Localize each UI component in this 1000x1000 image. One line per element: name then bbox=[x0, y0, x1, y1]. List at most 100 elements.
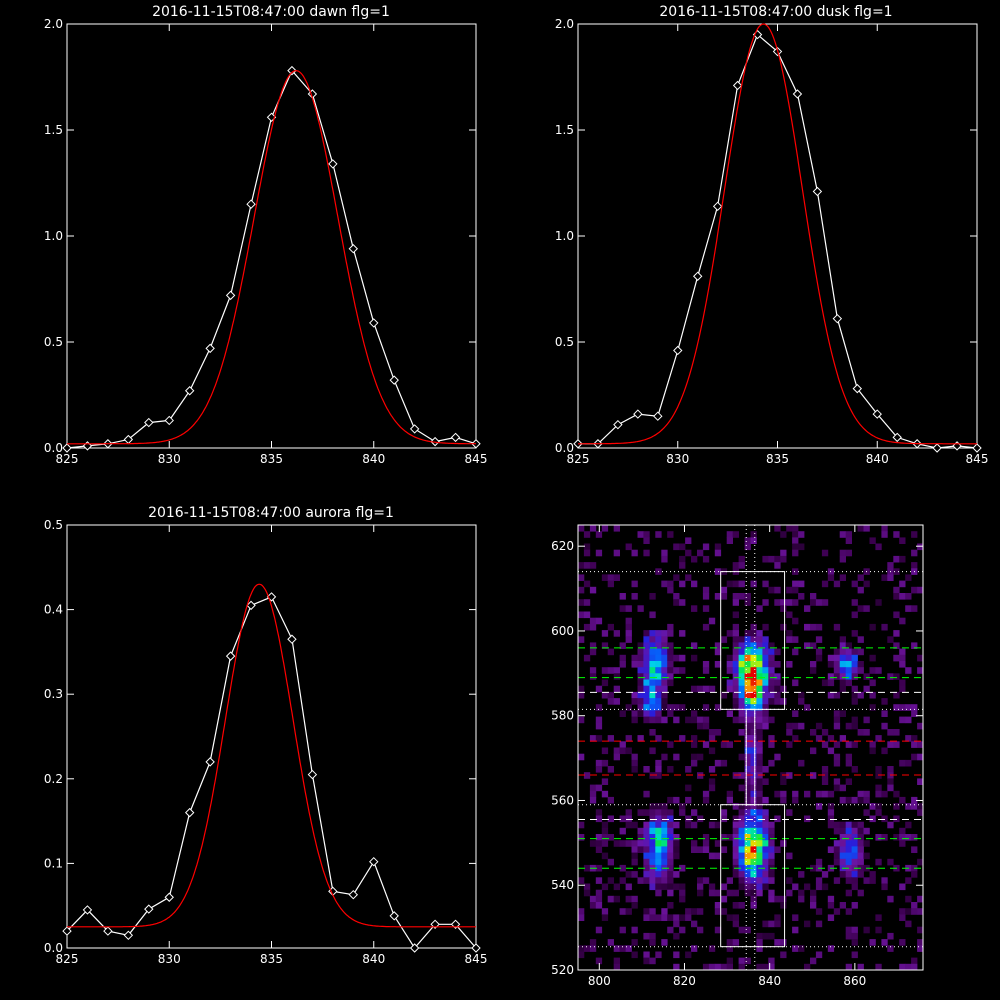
heatmap-cell bbox=[679, 630, 686, 637]
heatmap-cell bbox=[833, 722, 841, 730]
heatmap-cell bbox=[893, 568, 900, 575]
heatmap-cell bbox=[804, 920, 811, 928]
heatmap-cell bbox=[625, 840, 632, 847]
heatmap-cell bbox=[815, 648, 823, 656]
heatmap-cell bbox=[655, 642, 662, 649]
heatmap-cell bbox=[917, 586, 924, 594]
chart-aurora: 2016-11-15T08:47:00 aurora flg=1 825 830 8… bbox=[44, 505, 488, 966]
heatmap-cell bbox=[768, 821, 775, 829]
heatmap-cell bbox=[815, 858, 823, 866]
heatmap-cell bbox=[708, 735, 716, 742]
heatmap-cell bbox=[768, 654, 775, 662]
heatmap-cell bbox=[851, 834, 858, 841]
heatmap-cell bbox=[655, 827, 662, 835]
heatmap-cell bbox=[655, 716, 662, 724]
chart-dusk-plot: 825 830 835 840 845 0.0 0.5 1.0 1.5 2.0 bbox=[555, 17, 989, 466]
heatmap-cell bbox=[750, 753, 757, 761]
heatmap-cell bbox=[851, 741, 858, 748]
heatmap-cell bbox=[607, 815, 614, 823]
heatmap-cell bbox=[780, 895, 787, 903]
heatmap-cell bbox=[750, 815, 757, 823]
heatmap-cell bbox=[714, 852, 722, 860]
heatmap-cell bbox=[750, 821, 757, 829]
heatmap-cell bbox=[911, 846, 918, 853]
heatmap-cell bbox=[744, 630, 751, 637]
heatmap-cell bbox=[911, 586, 918, 594]
heatmap-cell bbox=[738, 803, 745, 810]
heatmap-cell bbox=[661, 821, 668, 829]
heatmap-cell bbox=[738, 673, 745, 680]
heatmap-cell bbox=[804, 704, 811, 711]
heatmap-cell bbox=[833, 908, 841, 915]
heatmap-cell bbox=[863, 525, 870, 532]
heatmap-cell bbox=[792, 580, 799, 588]
heatmap-cell bbox=[887, 562, 894, 569]
heatmap-cell bbox=[613, 747, 620, 755]
heatmap-cell bbox=[857, 790, 864, 798]
heatmap-cell bbox=[911, 796, 918, 804]
heatmap-cell bbox=[744, 784, 751, 792]
heatmap-cell bbox=[899, 654, 906, 662]
heatmap-cell bbox=[774, 648, 781, 656]
heatmap-cell bbox=[744, 599, 751, 606]
heatmap-cell bbox=[655, 698, 662, 705]
heatmap-cell bbox=[780, 605, 787, 612]
heatmap-cell bbox=[887, 729, 894, 736]
heatmap-frame bbox=[577, 524, 924, 971]
heatmap-cell bbox=[839, 846, 846, 853]
heatmap-cell bbox=[655, 883, 662, 891]
heatmap-cell bbox=[768, 759, 775, 767]
heatmap-cell bbox=[673, 753, 680, 761]
heatmap-ytick-label: 520 bbox=[551, 963, 574, 977]
heatmap-cell bbox=[738, 753, 745, 761]
heatmap-cell bbox=[744, 704, 751, 711]
heatmap-cell bbox=[899, 796, 906, 804]
heatmap-cell bbox=[780, 555, 787, 563]
heatmap-cell bbox=[750, 667, 757, 674]
heatmap-cell bbox=[643, 704, 650, 711]
heatmap-cell bbox=[655, 889, 662, 897]
heatmap-cell bbox=[786, 722, 793, 730]
heatmap-cell bbox=[827, 945, 835, 952]
heatmap-cell bbox=[756, 729, 763, 736]
heatmap-cell bbox=[839, 821, 846, 829]
heatmap-cell bbox=[857, 729, 864, 736]
dusk-xtick-label: 825 bbox=[567, 452, 590, 466]
heatmap-cell bbox=[810, 747, 817, 755]
heatmap-cell bbox=[839, 784, 846, 792]
heatmap-cell bbox=[851, 796, 858, 804]
heatmap-cell bbox=[899, 555, 906, 563]
heatmap-cell bbox=[792, 617, 799, 625]
heatmap-cell bbox=[804, 883, 811, 891]
heatmap-cell bbox=[744, 685, 751, 693]
heatmap-cell bbox=[756, 883, 763, 891]
heatmap-cell bbox=[768, 957, 775, 965]
heatmap-cell bbox=[744, 691, 751, 699]
aurora-data-point bbox=[184, 807, 195, 818]
heatmap-cell bbox=[905, 574, 912, 581]
heatmap-cell bbox=[732, 679, 739, 687]
heatmap-cell bbox=[631, 716, 638, 724]
heatmap-cell bbox=[655, 691, 662, 699]
heatmap-cell bbox=[613, 840, 620, 847]
heatmap-cell bbox=[708, 945, 716, 952]
heatmap-cell bbox=[851, 827, 858, 835]
heatmap-cell bbox=[869, 803, 876, 810]
heatmap-cell bbox=[589, 840, 597, 847]
heatmap-cell bbox=[762, 555, 769, 563]
heatmap-cell bbox=[643, 858, 650, 866]
heatmap-cell bbox=[768, 871, 775, 878]
heatmap-cell bbox=[619, 741, 626, 748]
heatmap-cell bbox=[655, 710, 662, 717]
heatmap-cell bbox=[744, 821, 751, 829]
aurora-data-point bbox=[409, 943, 420, 953]
heatmap-cell bbox=[720, 586, 728, 594]
heatmap-cell bbox=[750, 864, 757, 872]
heatmap-cell bbox=[726, 531, 733, 538]
heatmap-cell bbox=[631, 661, 638, 668]
heatmap-cell bbox=[905, 821, 912, 829]
heatmap-cell bbox=[631, 753, 638, 761]
heatmap-cell bbox=[839, 796, 846, 804]
heatmap-cell bbox=[756, 661, 763, 668]
heatmap-cell bbox=[756, 821, 763, 829]
